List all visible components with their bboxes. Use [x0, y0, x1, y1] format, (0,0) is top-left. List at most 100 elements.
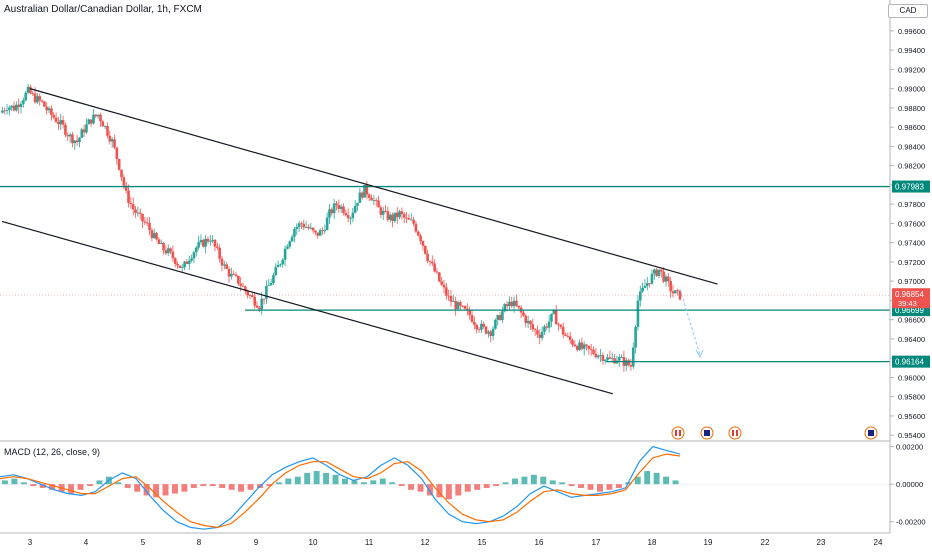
candle-body — [293, 229, 296, 237]
candle-body — [117, 158, 121, 170]
macd-histogram-bar — [323, 472, 330, 485]
macd-histogram-bar — [606, 484, 613, 490]
candle-body — [197, 242, 200, 248]
canada-event-icon — [728, 426, 742, 440]
channel-trendline — [29, 88, 718, 285]
candle-body — [409, 219, 413, 221]
candle-body — [148, 222, 151, 231]
candle-body — [487, 331, 490, 334]
candle-body — [442, 284, 446, 288]
candle-body — [269, 282, 273, 286]
candle-body — [473, 321, 476, 325]
candle-body — [391, 214, 394, 222]
candle-body — [17, 104, 20, 108]
price-tick-label: 0.97800 — [898, 200, 925, 209]
candle-body — [505, 304, 509, 307]
candle-body — [582, 344, 586, 349]
candle-body — [176, 263, 179, 266]
price-tick-label: 0.97400 — [898, 239, 925, 248]
candle-body — [508, 301, 511, 307]
countdown-label: 39:43 — [898, 299, 917, 308]
candle-body — [564, 334, 567, 336]
candle-body — [610, 358, 614, 360]
macd-histogram-bar — [427, 484, 433, 496]
candle-body — [201, 239, 205, 247]
candle-body — [155, 233, 158, 240]
candle-body — [638, 291, 642, 301]
macd-histogram-bar — [559, 482, 566, 485]
macd-histogram-bar — [578, 484, 585, 488]
candle-body — [38, 96, 42, 101]
time-tick-label: 10 — [309, 538, 318, 547]
macd-histogram-bar — [96, 480, 103, 485]
flag-mark — [734, 430, 736, 436]
macd-histogram-bar — [360, 482, 367, 485]
chart-title: Australian Dollar/Canadian Dollar, 1h, F… — [4, 4, 202, 15]
candle-body — [61, 120, 65, 125]
candle-body — [106, 125, 109, 136]
candle-body — [344, 212, 348, 216]
level-price-badge — [892, 180, 930, 193]
candle-body — [608, 357, 612, 359]
candle-body — [414, 223, 418, 232]
candle-body — [349, 218, 352, 219]
price-tick-label: 0.96600 — [898, 316, 925, 325]
candle-body — [94, 114, 98, 117]
candle-body — [78, 137, 81, 143]
macd-histogram-bar — [2, 480, 8, 485]
candle-body — [251, 295, 254, 297]
candle-body — [309, 227, 313, 229]
candle-body — [59, 120, 63, 125]
macd-histogram-bar — [530, 474, 537, 485]
macd-histogram-bar — [597, 484, 603, 492]
candle-body — [374, 200, 378, 201]
candle-body — [258, 307, 261, 310]
candle-body — [274, 267, 278, 276]
candle-body — [419, 235, 422, 242]
macd-signal-line — [0, 453, 681, 529]
candle-body — [554, 310, 558, 325]
candle-body — [272, 275, 275, 283]
candle-body — [173, 258, 177, 264]
macd-tick-label: -0.00200 — [896, 518, 926, 527]
currency-badge[interactable]: CAD — [888, 4, 928, 18]
time-tick-label: 16 — [535, 538, 544, 547]
candle-body — [178, 265, 182, 269]
price-tick-label: 0.96000 — [898, 373, 925, 382]
candle-body — [662, 271, 665, 282]
candle-body — [386, 211, 390, 220]
macd-histogram-bar — [568, 484, 575, 487]
candle-body — [547, 321, 551, 328]
time-tick-label: 24 — [874, 538, 883, 547]
candle-body — [631, 347, 635, 367]
candle-body — [297, 223, 301, 227]
macd-histogram-bar — [672, 480, 679, 485]
macd-histogram-bar — [30, 484, 37, 487]
candle-body — [641, 287, 644, 292]
macd-histogram-bar — [77, 484, 84, 490]
candle-body — [267, 285, 271, 287]
time-tick-label: 17 — [592, 538, 601, 547]
candle-body — [395, 212, 399, 218]
candle-body — [337, 204, 341, 209]
candle-body — [248, 295, 252, 296]
macd-histogram-bar — [540, 476, 547, 485]
macd-histogram-bar — [134, 484, 141, 492]
macd-histogram-bar — [379, 478, 386, 485]
candle-body — [31, 93, 35, 95]
candle-body — [143, 221, 147, 223]
candle-body — [110, 139, 114, 142]
candle-body — [92, 114, 95, 124]
candle-body — [227, 268, 231, 277]
macd-histogram-bar — [266, 484, 273, 487]
price-tick-label: 0.99400 — [898, 46, 925, 55]
candle-body — [57, 121, 60, 125]
time-tick-label: 9 — [254, 538, 259, 547]
candle-body — [225, 264, 228, 269]
candle-body — [40, 100, 44, 102]
macd-histogram-bar — [87, 484, 93, 487]
candle-body — [101, 121, 105, 127]
candle-body — [402, 214, 406, 218]
time-tick-label: 11 — [365, 538, 374, 547]
